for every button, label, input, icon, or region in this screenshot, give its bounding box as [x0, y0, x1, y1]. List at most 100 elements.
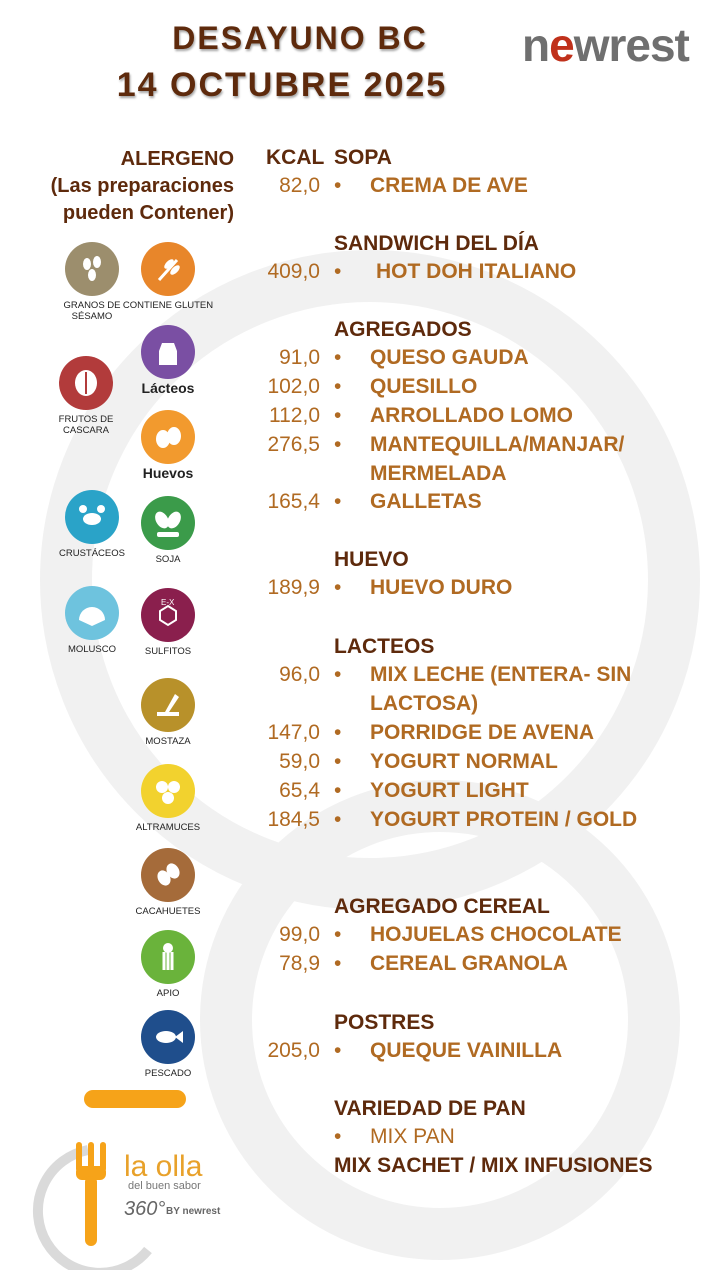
bullet: •: [334, 174, 342, 197]
lupin-icon: [141, 764, 195, 818]
bullet: •: [334, 808, 342, 831]
allergen-label: CACAHUETES: [135, 906, 201, 917]
kcal-value: 78,9: [279, 952, 320, 975]
kcal-value: 82,0: [279, 174, 320, 197]
bullet: •: [334, 1125, 342, 1148]
menu-item: QUEQUE VAINILLA: [370, 1039, 563, 1062]
brand-360: 360°: [124, 1198, 166, 1220]
kcal-value: 96,0: [279, 663, 320, 686]
bullet: •: [334, 1039, 342, 1062]
celery-icon: [141, 930, 195, 984]
allergen-heading: ALERGENO (Las preparaciones pueden Conte…: [50, 148, 234, 224]
kcal-header: KCAL: [266, 146, 325, 169]
menu-item: CREMA DE AVE: [370, 174, 528, 197]
bullet: •: [334, 663, 342, 686]
menu-item: GALLETAS: [370, 490, 482, 513]
newrest-logo: newrest: [522, 19, 690, 71]
menu-item: ARROLLADO LOMO: [370, 404, 573, 427]
menu-item: QUESO GAUDA: [370, 346, 529, 369]
bullet: •: [334, 260, 342, 283]
mustard-icon: [141, 678, 195, 732]
kcal-value: 205,0: [267, 1039, 320, 1062]
menu-item: MIX LECHE (ENTERA- SIN LACTOSA): [370, 663, 632, 715]
bullet: •: [334, 779, 342, 802]
brand-name: la olla: [124, 1150, 203, 1183]
gluten-icon: [141, 242, 195, 296]
allergen-label: APIO: [156, 988, 180, 999]
page-title-date: 14 OCTUBRE 2025: [116, 66, 448, 104]
peanut-icon: [141, 848, 195, 902]
soy-icon: [141, 496, 195, 550]
allergen-label: Lácteos: [141, 380, 195, 396]
section-title: SANDWICH DEL DÍA: [334, 232, 539, 255]
milk-icon: [141, 325, 195, 379]
kcal-value: 102,0: [267, 375, 320, 398]
section-title: AGREGADOS: [334, 318, 472, 341]
bullet: •: [334, 576, 342, 599]
menu-item: CEREAL GRANOLA: [370, 952, 568, 975]
kcal-value: 112,0: [269, 404, 320, 427]
allergen-label: SULFITOS: [144, 646, 192, 657]
allergen-label: Huevos: [142, 465, 194, 481]
menu-item: QUESILLO: [370, 375, 478, 398]
kcal-value: 165,4: [267, 490, 320, 513]
allergen-label: CONTIENE GLUTEN: [122, 300, 214, 311]
watermark-ring-lower: [200, 780, 680, 1260]
accent-bar: [84, 1090, 186, 1108]
menu-item: MANTEQUILLA/MANJAR/ MERMELADA: [370, 433, 625, 485]
kcal-value: 276,5: [267, 433, 320, 456]
shell-icon: [65, 586, 119, 640]
nuts-icon: [59, 356, 113, 410]
sulfite-icon: E-X: [141, 588, 195, 642]
allergen-label: CRUSTÁCEOS: [59, 548, 125, 559]
menu-item: HOT DOH ITALIANO: [376, 260, 577, 283]
menu-item: YOGURT LIGHT: [370, 779, 529, 802]
page-title-line1: DESAYUNO BC: [172, 20, 428, 56]
bullet: •: [334, 750, 342, 773]
brand-tagline: del buen sabor: [128, 1180, 201, 1192]
brand-by-newrest: BY newrest: [166, 1206, 221, 1217]
allergen-label: PESCADO: [144, 1068, 192, 1079]
menu-item: YOGURT PROTEIN / GOLD: [370, 808, 638, 831]
fork-ring-icon: [32, 1142, 152, 1278]
bullet: •: [334, 346, 342, 369]
kcal-value: 184,5: [267, 808, 320, 831]
svg-text:E-X: E-X: [161, 598, 175, 607]
menu-item: HUEVO DURO: [370, 576, 513, 599]
kcal-value: 147,0: [267, 721, 320, 744]
fish-icon: [141, 1010, 195, 1064]
allergen-label: MOSTAZA: [145, 736, 191, 747]
menu-item: HOJUELAS CHOCOLATE: [370, 923, 622, 946]
section-title: SOPA: [334, 146, 392, 169]
kcal-value: 409,0: [267, 260, 320, 283]
kcal-value: 65,4: [279, 779, 320, 802]
bullet: •: [334, 952, 342, 975]
la-olla-logo: la olla del buen sabor 360° BY newrest: [28, 1120, 228, 1278]
bullet: •: [334, 490, 342, 513]
menu-item: YOGURT NORMAL: [370, 750, 558, 773]
bullet: •: [334, 923, 342, 946]
section-title: HUEVO: [334, 548, 409, 571]
kcal-value: 59,0: [279, 750, 320, 773]
allergen-label: ALTRAMUCES: [135, 822, 201, 833]
footer-line: MIX SACHET / MIX INFUSIONES: [334, 1154, 653, 1177]
sesame-icon: [65, 242, 119, 296]
bullet: •: [334, 433, 342, 456]
kcal-value: 189,9: [267, 576, 320, 599]
bullet: •: [334, 721, 342, 744]
kcal-value: 91,0: [279, 346, 320, 369]
bullet: •: [334, 375, 342, 398]
section-title: VARIEDAD DE PAN: [334, 1097, 526, 1120]
allergen-label: MOLUSCO: [67, 644, 117, 655]
crab-icon: [65, 490, 119, 544]
allergen-label: FRUTOS DE CASCARA: [58, 414, 114, 436]
menu-item: MIX PAN: [370, 1125, 455, 1148]
menu-item: PORRIDGE DE AVENA: [370, 721, 595, 744]
section-title: POSTRES: [334, 1011, 435, 1034]
section-title: AGREGADO CEREAL: [334, 895, 550, 918]
egg-icon: [141, 410, 195, 464]
section-title: LACTEOS: [334, 635, 435, 658]
bullet: •: [334, 404, 342, 427]
kcal-value: 99,0: [279, 923, 320, 946]
allergen-label: GRANOS DE SÉSAMO: [63, 300, 121, 322]
